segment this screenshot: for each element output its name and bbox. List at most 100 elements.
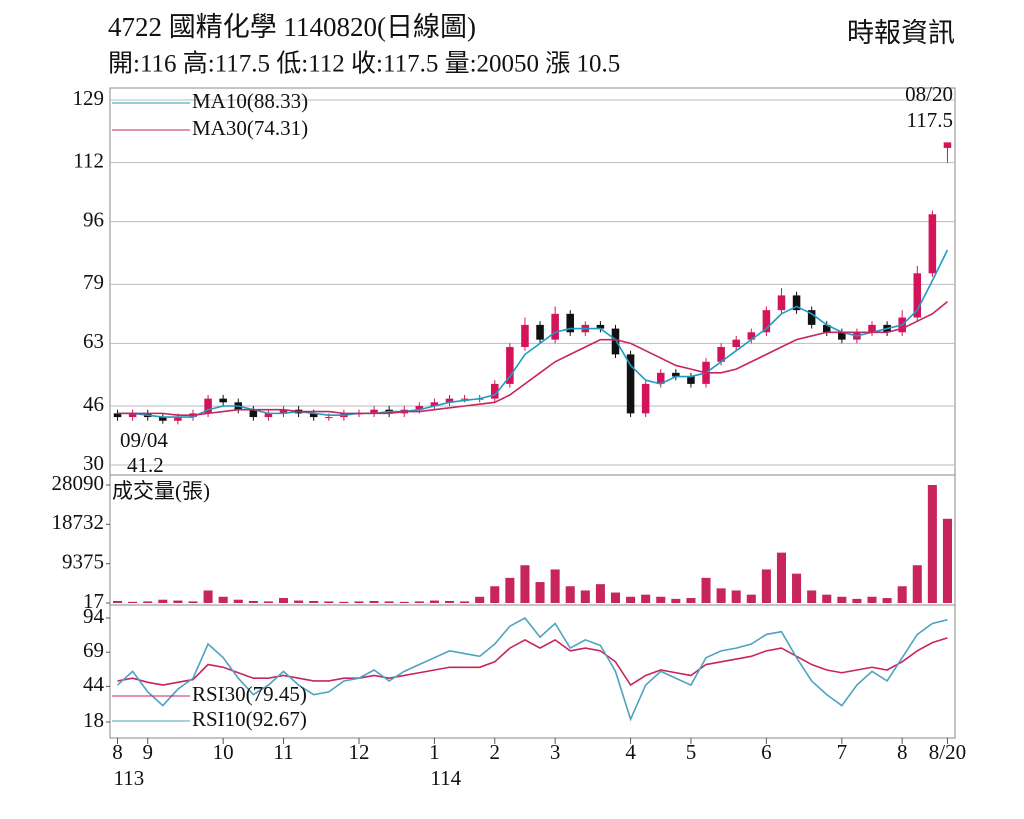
candle-body — [747, 332, 756, 340]
bar — [716, 588, 726, 603]
bar — [248, 600, 258, 603]
y-tick-label: 17 — [83, 589, 104, 613]
bar — [384, 601, 394, 603]
candle-body — [249, 409, 258, 418]
y-tick-label: 18 — [83, 708, 104, 732]
x-tick-label: 8/20 — [929, 740, 966, 764]
bar — [158, 599, 168, 603]
bar — [354, 601, 364, 603]
candle-body — [656, 372, 665, 384]
x-tick-label: 8 — [112, 740, 123, 764]
bar — [399, 601, 409, 603]
candle-body — [309, 413, 318, 418]
candle-body — [325, 417, 333, 419]
y-tick-label: 79 — [83, 270, 104, 294]
bar — [746, 594, 756, 603]
bar — [550, 569, 560, 603]
bar — [460, 601, 470, 603]
series-line — [117, 637, 948, 687]
candle-body — [506, 347, 514, 384]
bar — [475, 596, 485, 603]
candle-body — [264, 413, 273, 418]
bar — [927, 485, 937, 603]
candle-body — [732, 339, 740, 348]
bar — [490, 586, 500, 603]
bar — [942, 518, 952, 603]
y-tick-label: 94 — [83, 604, 105, 628]
legend-label: MA10(88.33) — [192, 89, 308, 113]
bar — [565, 586, 575, 603]
y-tick-label: 46 — [83, 392, 104, 416]
bar — [188, 601, 198, 603]
candle-body — [596, 324, 605, 329]
series-line — [117, 616, 948, 722]
bar — [792, 573, 802, 603]
bar — [173, 600, 183, 603]
bar — [822, 594, 832, 603]
annotation: 117.5 — [907, 108, 953, 132]
bar — [309, 600, 319, 603]
candle-body — [943, 142, 952, 148]
bar — [867, 596, 877, 603]
candle-body — [536, 324, 544, 340]
y-tick-label: 9375 — [62, 549, 104, 573]
x-tick-label: 12 — [348, 740, 369, 764]
candle-body — [868, 324, 876, 333]
legend-label: RSI30(79.45) — [192, 682, 307, 706]
bar — [807, 590, 817, 603]
bar — [505, 577, 515, 603]
bar — [263, 601, 273, 603]
subtitle: 開:116 高:117.5 低:112 收:117.5 量:20050 漲 10… — [108, 50, 620, 78]
candle-body — [822, 324, 831, 333]
candle-body — [717, 347, 725, 362]
bar — [279, 598, 289, 603]
chart-title: 4722 國精化學 1140820(日線圖) — [108, 12, 476, 42]
x-tick-label: 6 — [761, 740, 772, 764]
series-line — [117, 301, 948, 417]
x-tick-label: 7 — [837, 740, 848, 764]
candle-body — [430, 402, 439, 407]
annotation: 09/04 — [120, 428, 168, 452]
x-tick-label: 4 — [625, 740, 636, 764]
x-tick-label: 11 — [273, 740, 293, 764]
bar — [294, 600, 304, 603]
candle-body — [174, 417, 182, 421]
candle-body — [913, 273, 922, 318]
y-tick-label: 63 — [83, 329, 104, 353]
bar — [761, 569, 771, 603]
candle-body — [128, 413, 137, 418]
candle-body — [370, 409, 378, 414]
y-tick-label: 44 — [83, 672, 105, 696]
x-tick-label: 1 — [429, 740, 440, 764]
bar — [897, 586, 907, 603]
candle-body — [762, 310, 771, 333]
bar — [324, 601, 334, 603]
candle-body — [204, 398, 212, 414]
candle-body — [777, 295, 786, 311]
x-year-label: 114 — [430, 766, 461, 790]
candle-body — [626, 354, 635, 414]
bar — [686, 598, 696, 603]
candle-body — [807, 310, 816, 325]
bar — [701, 577, 711, 603]
y-tick-label: 129 — [73, 86, 105, 110]
bar — [912, 565, 922, 603]
candle-body — [838, 332, 846, 340]
bar — [218, 596, 228, 603]
bar — [731, 590, 741, 603]
candle-body — [159, 417, 167, 421]
candle-body — [219, 398, 227, 403]
bar — [414, 601, 424, 603]
bar — [852, 598, 862, 603]
legend-label: MA30(74.31) — [192, 116, 308, 140]
candle-body — [279, 409, 288, 414]
bar — [233, 599, 243, 603]
candle-body — [611, 328, 620, 355]
bar — [113, 600, 123, 603]
candle-body — [445, 398, 454, 403]
y-tick-label: 69 — [83, 638, 104, 662]
x-tick-label: 2 — [490, 740, 501, 764]
bar — [776, 552, 786, 603]
bar — [641, 594, 651, 603]
